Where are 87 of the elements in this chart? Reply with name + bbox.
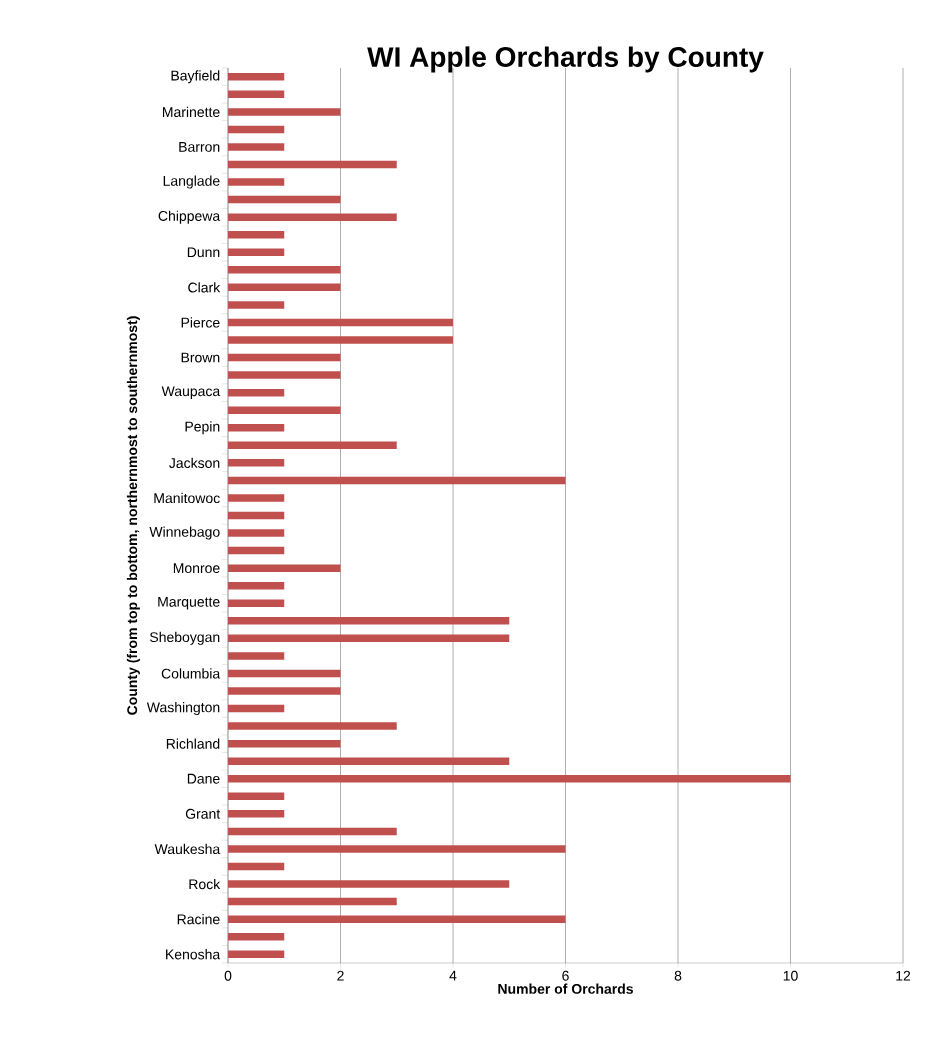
y-tick-label: Monroe xyxy=(173,563,220,574)
bar xyxy=(228,950,285,958)
y-tick-label: Pierce xyxy=(181,317,220,328)
y-tick-label: Richland xyxy=(166,738,220,749)
y-tick-label: Racine xyxy=(177,913,220,925)
bar xyxy=(228,494,285,502)
bar xyxy=(228,108,341,116)
bar xyxy=(228,195,341,204)
y-tick-label: Grant xyxy=(185,808,221,819)
bar xyxy=(228,774,791,783)
y-tick-label: Marinette xyxy=(162,106,220,118)
bar xyxy=(228,581,285,590)
x-tick-label: 8 xyxy=(674,970,682,981)
bar xyxy=(228,371,341,379)
bar xyxy=(228,722,397,730)
y-tick-label: Winnebago xyxy=(149,526,220,540)
bar xyxy=(228,336,453,344)
bar xyxy=(228,546,285,555)
bar xyxy=(228,932,285,941)
bar xyxy=(228,424,285,432)
bar xyxy=(228,73,285,81)
bar xyxy=(228,704,285,713)
bar xyxy=(228,634,510,643)
y-tick-label: Sheboygan xyxy=(150,631,220,645)
bar xyxy=(228,266,341,274)
bar xyxy=(228,476,566,485)
y-tick-label: Langlade xyxy=(163,175,220,189)
y-tick-label: Dunn xyxy=(187,247,220,258)
bar xyxy=(228,564,341,572)
y-tick-label: Clark xyxy=(188,282,221,293)
y-tick-label: Washington xyxy=(146,702,220,716)
bar xyxy=(228,511,285,520)
y-tick-label: Columbia xyxy=(161,668,221,679)
bar xyxy=(228,862,285,871)
y-tick-label: Pepin xyxy=(185,421,220,435)
bar xyxy=(228,529,285,537)
bar xyxy=(228,318,453,327)
bar xyxy=(228,810,285,818)
bar xyxy=(228,125,285,134)
bar xyxy=(228,792,285,801)
bar xyxy=(228,687,341,695)
bar xyxy=(228,160,397,169)
y-tick-label: Rock xyxy=(189,878,221,890)
bar xyxy=(228,669,341,678)
bar xyxy=(228,90,285,99)
bar xyxy=(228,143,285,151)
bar xyxy=(228,353,341,362)
y-tick-label: Barron xyxy=(179,142,220,152)
y-tick-label: Waupaca xyxy=(161,386,221,399)
bar xyxy=(228,617,510,625)
bar xyxy=(228,301,285,309)
y-tick-label: Waukesha xyxy=(154,843,221,855)
bar xyxy=(228,283,341,292)
x-tick-label: 12 xyxy=(896,970,911,981)
y-tick-label: Chippewa xyxy=(158,210,221,224)
y-tick-label: Brown xyxy=(181,352,220,363)
chart-title: WI Apple Orchards by County xyxy=(367,46,764,73)
y-tick-label: Bayfield xyxy=(171,70,220,84)
y-tick-label: Manitowoc xyxy=(154,492,220,504)
bar xyxy=(228,897,397,906)
bar xyxy=(228,915,566,923)
bar xyxy=(228,459,285,467)
bar xyxy=(228,757,510,765)
x-axis-title: Number of Orchards xyxy=(498,983,633,994)
bar xyxy=(228,441,397,450)
x-tick-label: 0 xyxy=(224,970,232,981)
y-tick-label: Marquette xyxy=(158,596,220,610)
bar xyxy=(228,230,285,239)
bar xyxy=(228,827,397,836)
bar xyxy=(228,388,285,397)
x-tick-label: 4 xyxy=(449,970,457,981)
y-tick-label: Dane xyxy=(187,773,220,784)
y-axis-title: County (from top to bottom, northernmost to southernmost) xyxy=(126,316,140,715)
bar xyxy=(228,599,285,607)
bar xyxy=(228,845,566,853)
x-tick-label: 6 xyxy=(562,970,569,981)
y-tick-label: Kenosha xyxy=(166,949,221,960)
x-tick-label: 10 xyxy=(783,970,798,981)
bar xyxy=(228,213,397,221)
bar xyxy=(228,739,341,748)
x-tick-label: 2 xyxy=(337,970,344,981)
bar xyxy=(228,178,285,186)
bar xyxy=(228,652,285,660)
bar xyxy=(228,248,285,257)
bar xyxy=(228,880,510,888)
y-tick-label: Jackson xyxy=(169,457,220,468)
bar xyxy=(228,406,341,414)
